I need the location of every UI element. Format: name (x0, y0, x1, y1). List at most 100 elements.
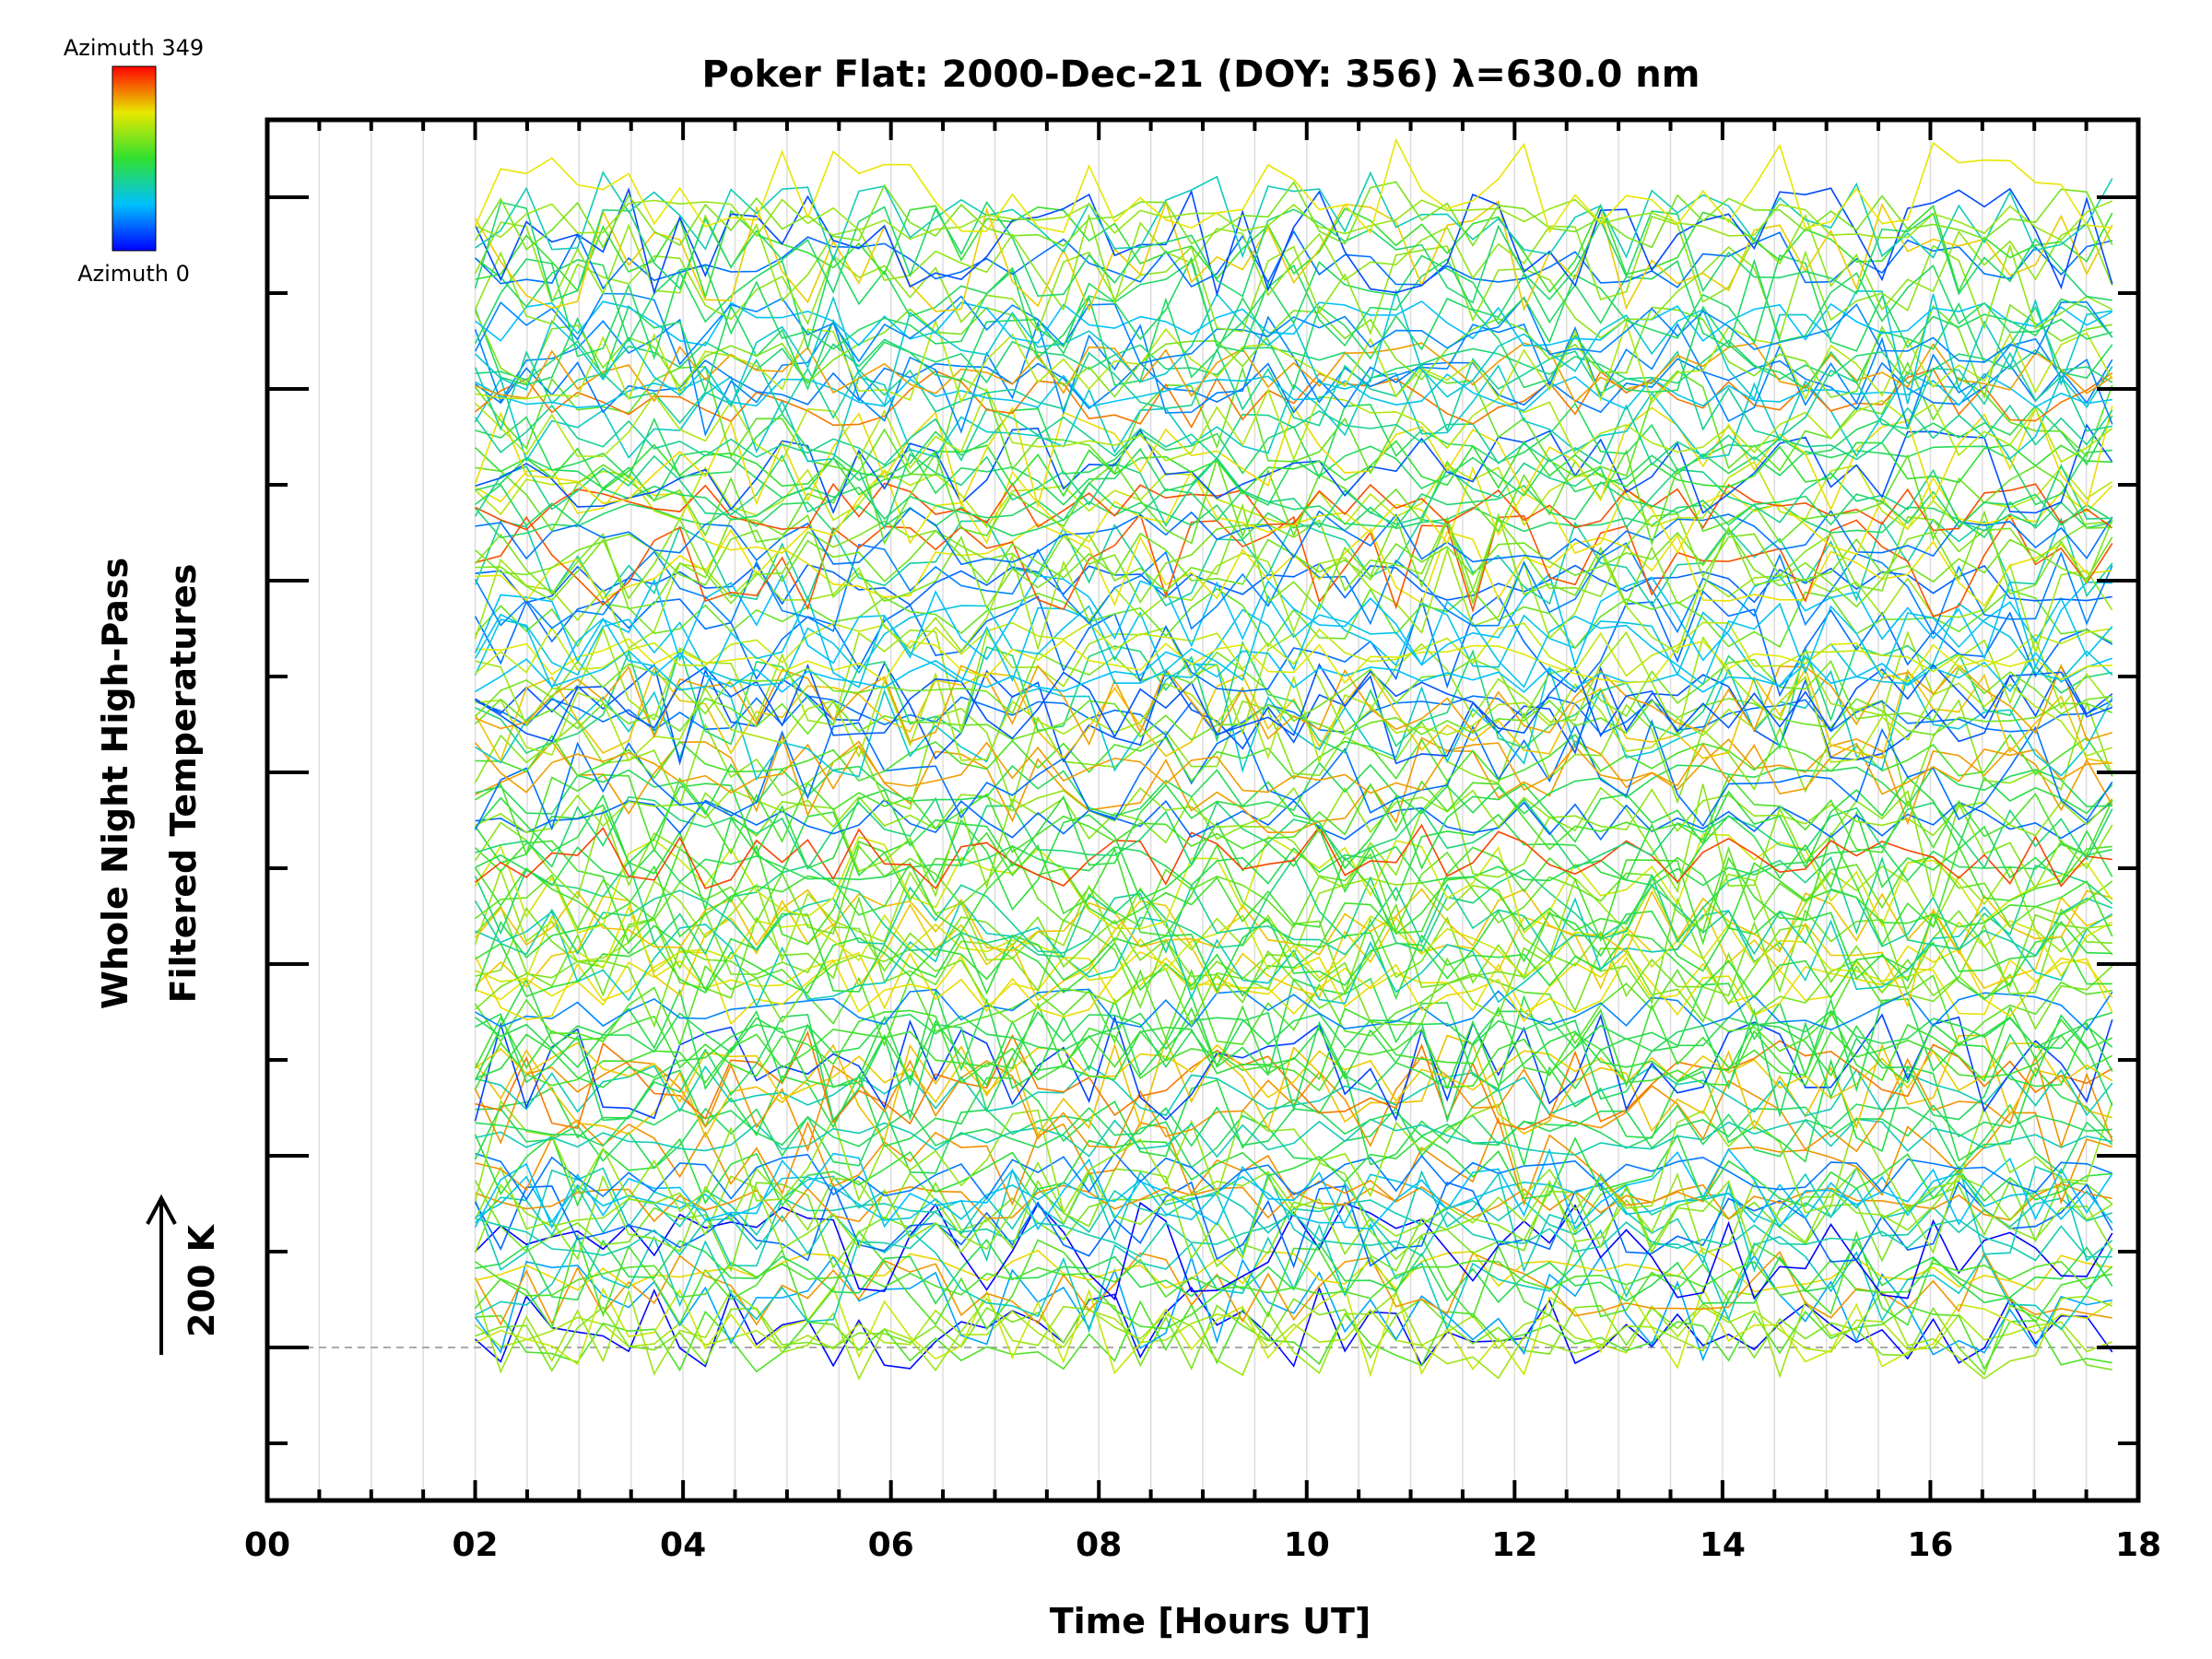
x-tick-label: 10 (1284, 1526, 1330, 1564)
azimuth-trace (474, 295, 2113, 394)
azimuth-trace (474, 1034, 2113, 1142)
azimuth-trace (475, 1103, 2113, 1175)
azimuth-trace (475, 300, 2113, 347)
azimuth-trace (474, 453, 2112, 532)
azimuth-trace (475, 387, 2113, 470)
azimuth-trace (475, 423, 2113, 514)
azimuth-trace (475, 663, 2113, 747)
azimuth-trace (474, 855, 2113, 938)
azimuth-trace (475, 562, 2112, 606)
azimuth-trace (474, 547, 2113, 655)
azimuth-trace (474, 945, 2113, 1026)
azimuth-trace (475, 460, 2113, 530)
x-tick-label: 08 (1076, 1526, 1122, 1564)
azimuth-trace (474, 200, 2113, 312)
azimuth-trace (474, 964, 2112, 1053)
azimuth-trace (474, 200, 2112, 304)
azimuth-trace (475, 507, 2113, 566)
azimuth-trace (475, 786, 2113, 837)
x-tick-label: 02 (453, 1526, 499, 1564)
azimuth-trace (474, 572, 2112, 669)
azimuth-trace (475, 1258, 2113, 1300)
azimuth-trace (475, 203, 2113, 300)
azimuth-trace (474, 1160, 2113, 1261)
azimuth-trace (474, 1179, 2113, 1273)
axis-ticks (265, 120, 2140, 1500)
azimuth-trace (474, 1165, 2113, 1273)
scale-label: 200 K (182, 1223, 222, 1337)
azimuth-trace (475, 663, 2113, 743)
x-tick-label: 16 (1907, 1526, 1953, 1564)
azimuth-trace (474, 804, 2113, 912)
colorbar-bottom-label: Azimuth 0 (77, 261, 190, 287)
azimuth-trace (475, 1201, 2113, 1301)
azimuth-trace (474, 137, 2112, 234)
x-tick-label: 18 (2115, 1526, 2161, 1564)
azimuth-trace (474, 865, 2112, 963)
azimuth-trace (474, 1100, 2113, 1215)
azimuth-trace (475, 1285, 2113, 1378)
azimuth-trace (475, 1238, 2113, 1305)
x-tick-label: 04 (660, 1526, 706, 1564)
x-tick-label: 12 (1491, 1526, 1537, 1564)
azimuth-trace (475, 512, 2113, 618)
x-tick-label: 00 (244, 1526, 290, 1564)
azimuth-trace (475, 761, 2112, 817)
azimuth-trace (474, 292, 2113, 366)
azimuth-trace (475, 932, 2112, 1001)
azimuth-trace (475, 1185, 2113, 1237)
azimuth-trace (475, 695, 2113, 736)
chart-title: Poker Flat: 2000-Dec-21 (DOY: 356) λ=630… (702, 53, 1700, 96)
azimuth-trace (475, 641, 2112, 754)
azimuth-trace (474, 855, 2113, 959)
azimuth-trace (475, 897, 2113, 1008)
azimuth-trace (475, 440, 2112, 498)
x-tick-labels: 00 02 04 06 08 10 12 14 16 18 (244, 1526, 2161, 1564)
azimuth-trace (475, 905, 2113, 982)
azimuth-trace (474, 254, 2113, 360)
scale-arrow: 200 K (146, 1194, 222, 1355)
azimuth-trace (475, 638, 2112, 684)
azimuth-trace (475, 445, 2112, 506)
azimuth-trace (475, 671, 2113, 764)
azimuth-trace (474, 590, 2113, 698)
azimuth-trace (475, 171, 2113, 262)
azimuth-trace (475, 368, 2113, 429)
azimuth-trace (475, 1182, 2112, 1223)
azimuth-trace (475, 955, 2113, 1016)
x-tick-label: 06 (868, 1526, 914, 1564)
azimuth-trace (475, 257, 2113, 350)
azimuth-trace (474, 1230, 2112, 1331)
azimuth-trace (474, 665, 2112, 764)
azimuth-trace (475, 1286, 2113, 1370)
azimuth-trace (474, 1147, 2113, 1231)
azimuth-trace (475, 1297, 2112, 1376)
azimuth-trace (475, 229, 2112, 290)
azimuth-trace (474, 594, 2113, 691)
azimuth-trace (475, 734, 2113, 834)
azimuth-trace (474, 1028, 2113, 1092)
azimuth-trace (475, 481, 2113, 529)
azimuth-trace (474, 303, 2112, 400)
azimuth-trace (474, 213, 2113, 312)
azimuth-trace (474, 364, 2113, 463)
azimuth-trace (474, 741, 2112, 795)
azimuth-trace (474, 405, 2113, 512)
azimuth-trace (475, 823, 2112, 890)
azimuth-trace (474, 404, 2113, 466)
colorbar: Azimuth 349 Azimuth 0 (64, 35, 204, 287)
azimuth-trace (475, 831, 2112, 948)
azimuth-trace (475, 733, 2113, 782)
azimuth-trace (474, 602, 2113, 688)
azimuth-trace (475, 1247, 2112, 1293)
azimuth-trace (475, 1172, 2113, 1224)
azimuth-trace (475, 621, 2112, 677)
azimuth-trace (474, 181, 2113, 251)
azimuth-trace (474, 776, 2113, 870)
azimuth-trace (475, 372, 2112, 412)
azimuth-trace (475, 795, 2113, 871)
azimuth-trace (475, 844, 2113, 935)
series-lines (474, 137, 2113, 1381)
azimuth-trace (474, 1181, 2113, 1269)
x-tick-label: 14 (1700, 1526, 1746, 1564)
